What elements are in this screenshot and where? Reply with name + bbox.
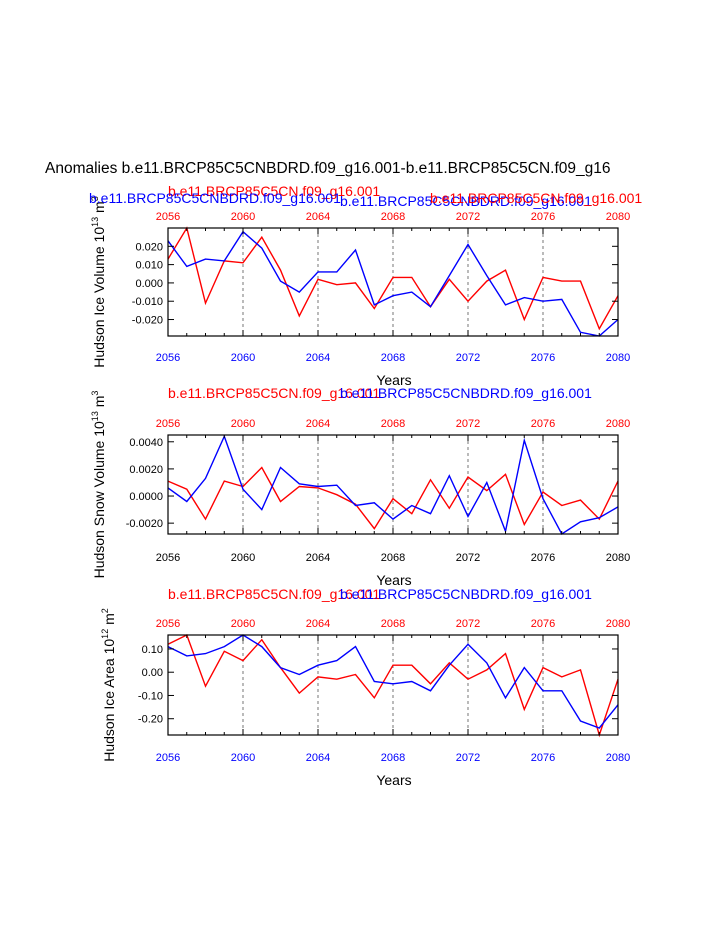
y-axis-label-part: m — [91, 396, 107, 412]
y-axis-label: Hudson Snow Volume 1013 m3 — [90, 391, 107, 579]
x-tick-label-top: 2072 — [456, 211, 480, 223]
y-tick-label: -0.010 — [132, 296, 163, 308]
panel-1: 2056 2056 2060 2060 2064 2064 2068 2068 2072 2072… — [89, 183, 642, 388]
y-tick-label: -0.0020 — [126, 518, 163, 530]
y-tick-label: 0.010 — [135, 260, 163, 272]
x-tick-label-bottom: 2056 — [156, 752, 180, 764]
y-tick-label: 0.10 — [142, 644, 163, 656]
x-tick-label-top: 2064 — [306, 211, 330, 223]
x-tick-label-top: 2060 — [231, 211, 255, 223]
x-tick-label-bottom: 2068 — [381, 752, 405, 764]
y-tick-label: -0.20 — [138, 714, 163, 726]
y-tick-label: 0.0020 — [129, 464, 163, 476]
panel-3: 2056 2056 2060 2060 2064 2064 2068 2068 2072 2072… — [100, 586, 630, 788]
y-axis-label: Hudson Ice Volume 1013 m3 — [90, 196, 107, 367]
x-tick-label-bottom: 2080 — [606, 352, 630, 364]
y-tick-label: 0.020 — [135, 241, 163, 253]
x-tick-label-bottom: 2056 — [156, 552, 180, 564]
x-tick-label-top: 2072 — [456, 618, 480, 630]
y-tick-label: -0.020 — [132, 315, 163, 327]
page-title: Anomalies b.e11.BRCP85C5CNBDRD.f09_g16.0… — [45, 160, 611, 177]
x-tick-label-bottom: 2072 — [456, 352, 480, 364]
series-line-red — [167, 466, 619, 530]
panel-2: 2056 2056 2060 2060 2064 2064 2068 2068 2072 2072… — [90, 385, 630, 588]
x-tick-label-bottom: 2072 — [456, 752, 480, 764]
x-tick-label-bottom: 2072 — [456, 552, 480, 564]
legend-label-red: b.e11.BRCP85C5CN.f09_g16.001 — [168, 586, 380, 602]
y-axis-label: Hudson Ice Area 1012 m2 — [100, 608, 117, 762]
x-tick-label-top: 2060 — [231, 618, 255, 630]
x-tick-label-top: 2080 — [606, 618, 630, 630]
x-tick-label-bottom: 2060 — [231, 552, 255, 564]
x-tick-label-top: 2080 — [606, 418, 630, 430]
y-tick-label: 0.000 — [135, 278, 163, 290]
legend-label-red: b.e11.BRCP85C5CN.f09_g16.001 — [168, 385, 380, 401]
x-tick-label-bottom: 2080 — [606, 552, 630, 564]
x-tick-label-bottom: 2068 — [381, 552, 405, 564]
x-tick-label-bottom: 2060 — [231, 752, 255, 764]
x-tick-label-top: 2056 — [156, 211, 180, 223]
legend-label-red: b.e11.BRCP85C5CN.f09_g16.001 — [168, 183, 380, 199]
y-axis-label-part: Hudson Ice Volume 10 — [91, 227, 107, 368]
x-tick-label-top: 2076 — [531, 418, 555, 430]
legend-label-blue: b.e11.BRCP85C5CNBDRD.f09_g16.001 — [340, 586, 592, 602]
x-tick-label-top: 2060 — [231, 418, 255, 430]
y-tick-label: -0.10 — [138, 690, 163, 702]
y-axis-label-part: Hudson Ice Area 10 — [101, 639, 117, 762]
panels: 2056 2056 2060 2060 2064 2064 2068 2068 2072 2072… — [89, 183, 642, 788]
x-tick-label-bottom: 2064 — [306, 552, 330, 564]
x-tick-label-top: 2056 — [156, 618, 180, 630]
x-tick-label-bottom: 2076 — [531, 352, 555, 364]
x-tick-label-top: 2064 — [306, 418, 330, 430]
y-axis-label-part: 13 — [90, 217, 100, 227]
series-line-red — [167, 226, 619, 331]
overlay-label-blue: b.e11.BRCP85C5CNBDRD.f09_g16.001 — [89, 190, 341, 206]
x-tick-label-bottom: 2076 — [531, 552, 555, 564]
y-axis-label-part: m — [101, 613, 117, 629]
x-tick-label-top: 2076 — [531, 618, 555, 630]
x-tick-label-bottom: 2064 — [306, 352, 330, 364]
x-axis-label: Years — [376, 772, 411, 788]
x-tick-label-top: 2076 — [531, 211, 555, 223]
x-tick-label-bottom: 2080 — [606, 752, 630, 764]
x-tick-label-bottom: 2056 — [156, 352, 180, 364]
x-axis-label: Years — [376, 572, 411, 588]
y-axis-label-part: 2 — [100, 608, 110, 613]
x-axis-label: Years — [376, 372, 411, 388]
x-tick-label-bottom: 2068 — [381, 352, 405, 364]
y-axis-label-part: 3 — [90, 196, 100, 201]
series-line-blue — [167, 434, 619, 536]
x-tick-label-bottom: 2064 — [306, 752, 330, 764]
x-tick-label-top: 2068 — [381, 618, 405, 630]
y-axis-label-part: 13 — [90, 411, 100, 421]
y-axis-label-part: 3 — [90, 391, 100, 396]
y-axis-label-part: Hudson Snow Volume 10 — [91, 421, 107, 578]
x-tick-label-bottom: 2060 — [231, 352, 255, 364]
x-tick-label-top: 2064 — [306, 618, 330, 630]
x-tick-label-top: 2068 — [381, 418, 405, 430]
x-tick-label-top: 2068 — [381, 211, 405, 223]
x-tick-label-top: 2072 — [456, 418, 480, 430]
x-tick-label-top: 2056 — [156, 418, 180, 430]
x-tick-label-top: 2080 — [606, 211, 630, 223]
x-tick-label-bottom: 2076 — [531, 752, 555, 764]
y-tick-label: 0.00 — [142, 667, 163, 679]
series-line-red — [167, 634, 619, 738]
overlay-label-red: b.e11.BRCP85C5CN.f09_g16.001 — [430, 190, 642, 206]
legend-label-blue: b.e11.BRCP85C5CNBDRD.f09_g16.001 — [340, 385, 592, 401]
legend-label-blue: b.e11.BRCP85C5CNBDRD.f09_g16.001 — [340, 193, 592, 209]
y-tick-label: 0.0000 — [129, 491, 163, 503]
y-tick-label: 0.0040 — [129, 437, 163, 449]
y-axis-label-part: m — [91, 201, 107, 217]
y-axis-label-part: 12 — [100, 629, 110, 639]
